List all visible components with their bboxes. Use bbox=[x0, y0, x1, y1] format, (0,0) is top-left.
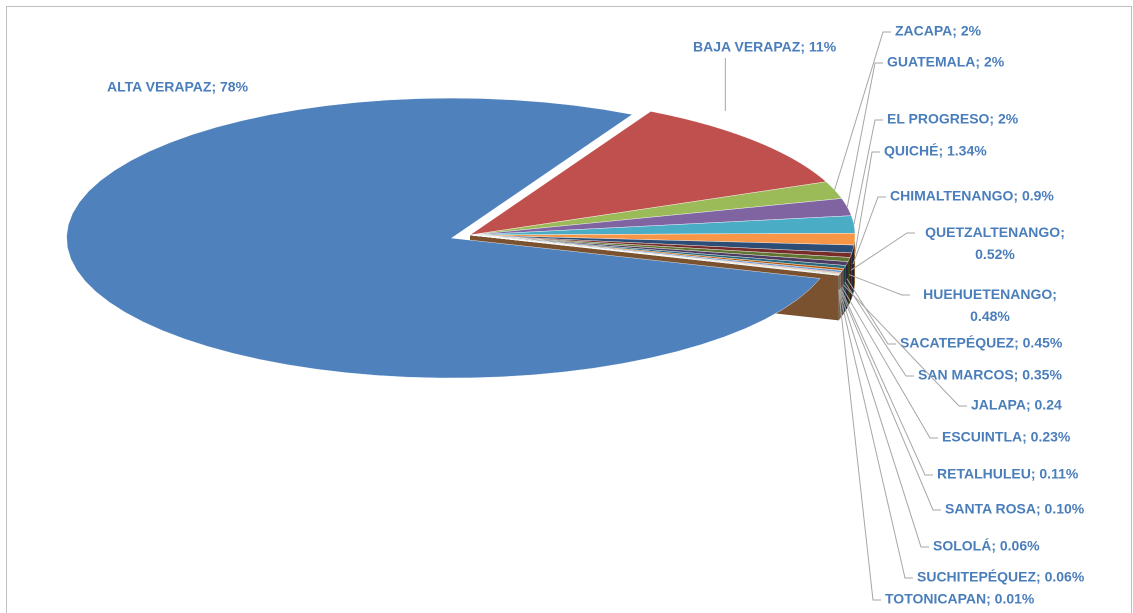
data-label: SOLOLÁ; 0.06% bbox=[933, 538, 1040, 554]
leader-line bbox=[848, 274, 910, 296]
data-label: ZACAPA; 2% bbox=[895, 23, 982, 39]
leader-line bbox=[852, 196, 886, 265]
data-label: ALTA VERAPAZ; 78% bbox=[107, 79, 249, 95]
leader-line bbox=[838, 290, 881, 601]
leader-line bbox=[838, 289, 913, 579]
leader-line bbox=[844, 281, 914, 377]
leader-line bbox=[840, 287, 933, 476]
data-label: GUATEMALA; 2% bbox=[887, 54, 1005, 70]
leader-line bbox=[839, 288, 941, 511]
slice-side bbox=[850, 252, 852, 303]
data-label: ESCUINTLA; 0.23% bbox=[942, 429, 1071, 445]
data-label: SACATEPÉQUEZ; 0.45% bbox=[900, 335, 1063, 351]
data-label: SUCHITEPÉQUEZ; 0.06% bbox=[917, 569, 1085, 585]
slice bbox=[469, 234, 840, 276]
data-label: SAN MARCOS; 0.35% bbox=[918, 367, 1062, 383]
leader-line bbox=[841, 286, 938, 439]
slice bbox=[66, 97, 821, 379]
leader-line bbox=[850, 232, 915, 271]
leader-line bbox=[846, 278, 896, 345]
data-label: JALAPA; 0.24 bbox=[971, 397, 1062, 413]
data-label-line: 0.48% bbox=[970, 308, 1010, 324]
data-label: TOTONICAPAN; 0.01% bbox=[885, 591, 1035, 607]
data-label: HUEHUETENANGO; 0.48% bbox=[923, 286, 1057, 324]
data-label: BAJA VERAPAZ; 11% bbox=[693, 39, 837, 55]
data-label: SANTA ROSA; 0.10% bbox=[945, 501, 1085, 517]
chart-border bbox=[6, 6, 1132, 613]
data-label: QUETZALTENANGO; 0.52% bbox=[925, 224, 1065, 262]
leader-line bbox=[853, 119, 883, 225]
data-label: QUICHÉ; 1.34% bbox=[884, 143, 987, 159]
data-label-line: HUEHUETENANGO; bbox=[923, 286, 1057, 302]
slice bbox=[469, 233, 856, 246]
slice-side bbox=[851, 245, 855, 298]
data-label: RETALHULEU; 0.11% bbox=[937, 466, 1079, 482]
data-label-line: 0.52% bbox=[975, 246, 1015, 262]
slice bbox=[469, 111, 827, 236]
leader-line bbox=[842, 284, 967, 407]
data-label-line: QUETZALTENANGO; bbox=[925, 224, 1065, 240]
leader-line bbox=[854, 151, 880, 255]
leader-line bbox=[838, 289, 929, 548]
leader-line bbox=[834, 31, 891, 191]
data-label: EL PROGRESO; 2% bbox=[887, 111, 1019, 127]
leader-line bbox=[846, 62, 883, 208]
data-label: CHIMALTENANGO; 0.9% bbox=[890, 188, 1054, 204]
